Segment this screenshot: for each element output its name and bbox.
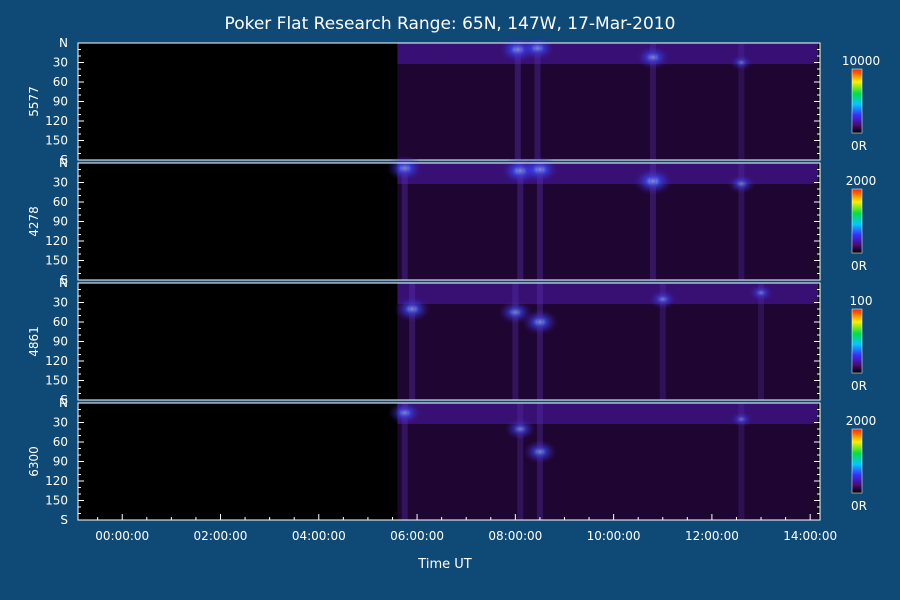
x-tick-label: 00:00:00 xyxy=(95,529,149,543)
y-tick-label: 60 xyxy=(53,195,68,209)
x-tick-label: 12:00:00 xyxy=(685,529,739,543)
x-tick-label: 10:00:00 xyxy=(587,529,641,543)
emission-event xyxy=(393,295,431,323)
panel-4861: N 30 60 90 120 150 S 4861 100 0R xyxy=(27,276,872,407)
event-column xyxy=(738,403,745,520)
y-tick-label: 60 xyxy=(53,315,68,329)
event-column xyxy=(758,283,765,400)
y-tick-label: 30 xyxy=(53,296,68,310)
y-tick-label: N xyxy=(59,156,68,170)
y-tick-label: 120 xyxy=(45,354,68,368)
northern-band xyxy=(397,43,818,65)
chart-title: Poker Flat Research Range: 65N, 147W, 17… xyxy=(225,14,676,34)
emission-event xyxy=(729,411,753,428)
y-tick-label: 30 xyxy=(53,56,68,70)
y-tick-label: S xyxy=(60,393,68,407)
x-tick-label: 06:00:00 xyxy=(390,529,444,543)
x-tick-label: 04:00:00 xyxy=(292,529,346,543)
y-tick-label: 90 xyxy=(53,335,68,349)
colorbar xyxy=(851,308,863,374)
y-tick-label: 120 xyxy=(45,474,68,488)
emission-event xyxy=(519,35,556,61)
panel-label: 5577 xyxy=(27,86,41,117)
event-column xyxy=(409,283,416,400)
panel-6300: N 30 60 90 120 150 S 6300 2000 0R xyxy=(27,396,876,527)
emission-event xyxy=(521,308,559,336)
emission-event xyxy=(648,289,678,310)
panels: N 30 60 90 120 150 S 5577 10000 0R N 30 60 90 120 150 S 4… xyxy=(27,35,880,527)
colorbar xyxy=(851,188,863,254)
event-column xyxy=(534,43,541,160)
y-tick-label: S xyxy=(60,153,68,167)
colorbar-min-label: 0R xyxy=(851,139,867,153)
northern-band xyxy=(397,283,818,305)
y-tick-label: 150 xyxy=(45,494,68,508)
event-column xyxy=(649,43,656,160)
colorbar-max-label: 10000 xyxy=(842,54,880,68)
emission-event xyxy=(748,283,775,302)
x-axis-label: Time UT xyxy=(417,557,471,572)
event-column xyxy=(517,163,524,280)
emission-event xyxy=(729,54,753,71)
event-column xyxy=(401,163,408,280)
emission-event xyxy=(522,439,558,464)
y-tick-label: 30 xyxy=(53,176,68,190)
x-tick-label: 08:00:00 xyxy=(488,529,542,543)
y-tick-label: 60 xyxy=(53,75,68,89)
event-column xyxy=(517,403,524,520)
y-tick-label: 150 xyxy=(45,134,68,148)
event-column xyxy=(536,283,543,400)
emission-event xyxy=(387,400,422,425)
event-column xyxy=(738,43,745,160)
x-axis: 00:00:00 02:00:00 04:00:00 06:00:00 08:00:00… xyxy=(95,514,837,543)
y-tick-label: S xyxy=(60,273,68,287)
panel-label: 4278 xyxy=(27,206,41,237)
y-tick-label: N xyxy=(59,276,68,290)
event-column xyxy=(659,283,666,400)
colorbar-max-label: 2000 xyxy=(846,414,877,428)
colorbar-min-label: 0R xyxy=(851,499,867,513)
y-tick-label: S xyxy=(60,513,68,527)
y-tick-label: 60 xyxy=(53,435,68,449)
emission-event xyxy=(635,45,671,70)
colorbar-min-label: 0R xyxy=(851,379,867,393)
y-tick-label: 90 xyxy=(53,455,68,469)
northern-band xyxy=(397,403,818,425)
colorbar xyxy=(851,428,863,494)
emission-event xyxy=(726,173,756,194)
emission-event xyxy=(632,167,673,196)
event-column xyxy=(512,283,519,400)
panel-label: 6300 xyxy=(27,446,41,477)
y-tick-label: 90 xyxy=(53,95,68,109)
y-tick-label: N xyxy=(59,36,68,50)
y-tick-label: 120 xyxy=(45,234,68,248)
event-column xyxy=(514,43,521,160)
y-tick-label: 90 xyxy=(53,215,68,229)
colorbar-max-label: 2000 xyxy=(846,174,877,188)
panel-label: 4861 xyxy=(27,326,41,357)
emission-event xyxy=(504,417,537,441)
panel-4278: N 30 60 90 120 150 S 4278 2000 0R xyxy=(27,155,876,287)
emission-event xyxy=(386,155,424,182)
x-tick-label: 14:00:00 xyxy=(783,529,837,543)
event-column xyxy=(649,163,656,280)
colorbar-min-label: 0R xyxy=(851,259,867,273)
panel-5577: N 30 60 90 120 150 S 5577 10000 0R xyxy=(27,35,880,167)
y-tick-label: 150 xyxy=(45,374,68,388)
y-tick-label: 30 xyxy=(53,416,68,430)
event-column xyxy=(536,403,543,520)
colorbar-max-label: 100 xyxy=(850,294,873,308)
event-column xyxy=(738,163,745,280)
y-tick-label: 120 xyxy=(45,114,68,128)
colorbar xyxy=(851,68,863,134)
x-tick-label: 02:00:00 xyxy=(194,529,248,543)
event-column xyxy=(401,403,408,520)
y-tick-label: 150 xyxy=(45,254,68,268)
event-column xyxy=(536,163,543,280)
y-tick-label: N xyxy=(59,396,68,410)
